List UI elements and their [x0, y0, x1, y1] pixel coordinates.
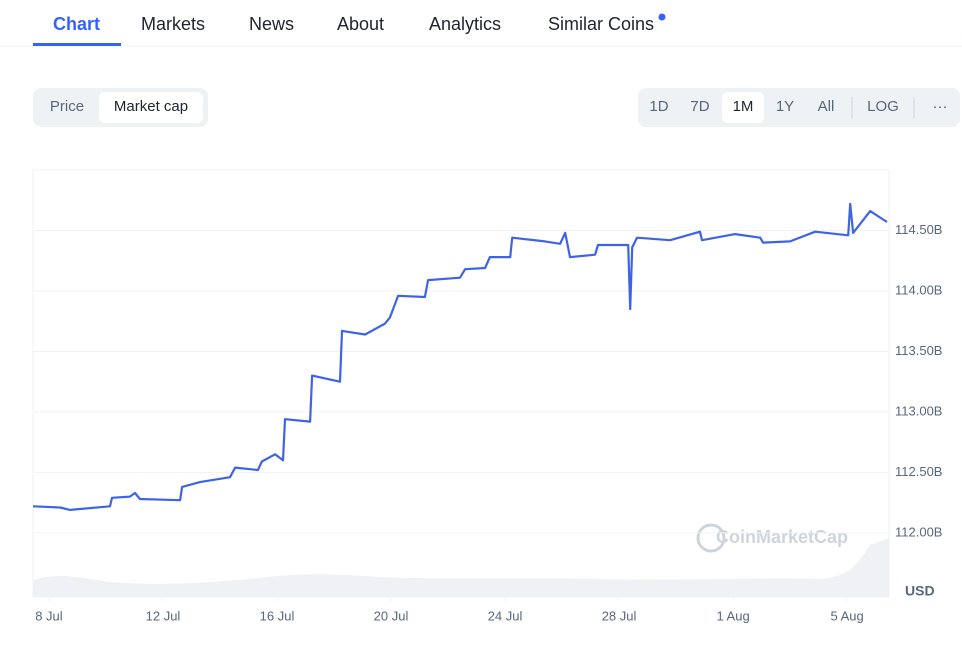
- toggle-button[interactable]: Market cap: [114, 98, 188, 115]
- tab[interactable]: Similar Coins: [548, 14, 654, 34]
- volume-area: [33, 538, 889, 597]
- y-tick-label: 112.50B: [895, 464, 942, 479]
- more-button[interactable]: ···: [933, 98, 948, 115]
- range-button[interactable]: LOG: [867, 98, 899, 115]
- x-tick-label: 20 Jul: [374, 608, 409, 623]
- y-axis-unit: USD: [905, 583, 935, 599]
- tab[interactable]: Markets: [141, 14, 205, 34]
- range-button[interactable]: All: [818, 98, 835, 115]
- range-active: [722, 92, 764, 123]
- y-tick-label: 112.00B: [895, 524, 942, 539]
- x-tick-label: 28 Jul: [602, 608, 637, 623]
- y-tick-label: 113.50B: [895, 343, 942, 358]
- tab[interactable]: News: [249, 14, 294, 34]
- x-tick-label: 12 Jul: [146, 608, 181, 623]
- tab[interactable]: About: [337, 14, 384, 34]
- tab[interactable]: Analytics: [429, 14, 501, 34]
- range-button[interactable]: 1Y: [776, 98, 794, 115]
- range-group: [638, 88, 960, 127]
- tab[interactable]: Chart: [53, 14, 100, 34]
- x-tick-label: 1 Aug: [716, 608, 749, 623]
- y-tick-label: 114.50B: [895, 222, 942, 237]
- tab-underline: [33, 43, 121, 46]
- x-tick-label: 5 Aug: [830, 608, 863, 623]
- watermark-logo: [696, 523, 726, 553]
- range-button[interactable]: 7D: [690, 98, 709, 115]
- toggle-button[interactable]: Price: [50, 98, 84, 115]
- y-tick-label: 113.00B: [895, 403, 942, 418]
- x-tick-label: 16 Jul: [260, 608, 295, 623]
- notification-dot: [658, 13, 666, 21]
- range-button[interactable]: 1D: [649, 98, 668, 115]
- price-line: [32, 202, 888, 511]
- range-button[interactable]: 1M: [733, 98, 754, 115]
- toggle-active: [99, 92, 203, 123]
- x-tick-label: 24 Jul: [488, 608, 523, 623]
- plot-border: [32, 169, 890, 598]
- watermark: CoinMarketCap: [716, 527, 848, 547]
- y-tick-label: 114.00B: [895, 282, 942, 297]
- x-tick-label: 8 Jul: [35, 608, 63, 623]
